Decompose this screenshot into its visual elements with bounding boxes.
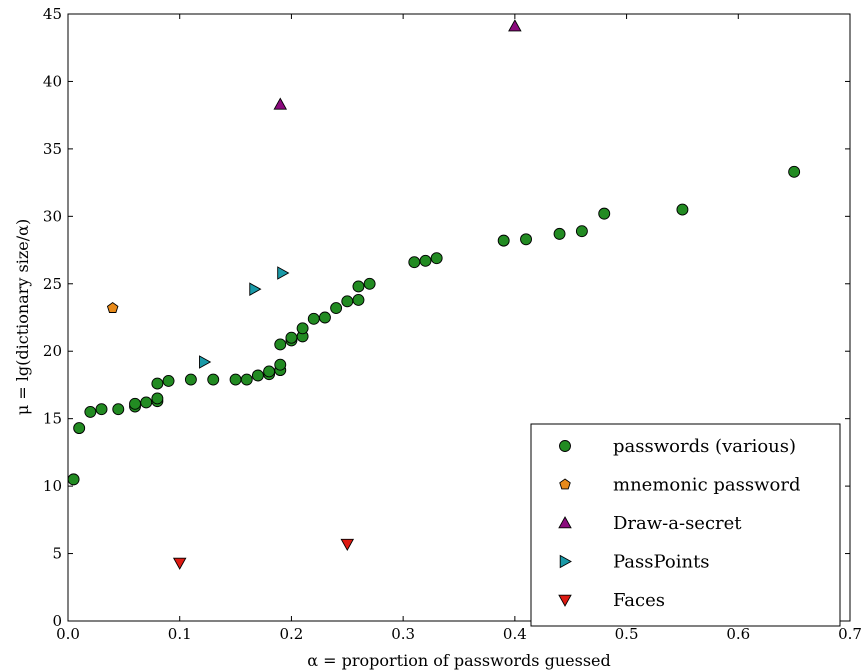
passwords-various-point bbox=[67, 473, 80, 486]
passwords-various-point bbox=[263, 365, 276, 378]
axis-ticks: 0.0 0.1 0.2 0.3 0.4 0.5 0.6 0.7 0 5 10 15 20 25 30 35 40… bbox=[43, 5, 862, 643]
passwords-various-point bbox=[95, 403, 108, 416]
legend: passwords (various) mnemonic password Draw… bbox=[530, 423, 841, 627]
passwords-various-point bbox=[184, 373, 197, 386]
passwords-various-point bbox=[788, 165, 801, 178]
passwords-various-point bbox=[162, 374, 175, 387]
y-tick-label: 15 bbox=[43, 410, 62, 428]
plot-frame bbox=[67, 13, 851, 622]
passwords-various-point bbox=[251, 369, 264, 382]
passwords-various-point bbox=[318, 311, 331, 324]
legend-marker-mnemonic-password bbox=[559, 478, 571, 490]
legend-label: PassPoints bbox=[613, 552, 710, 573]
y-tick-label: 10 bbox=[43, 477, 62, 495]
mnemonic-password-point bbox=[106, 302, 119, 313]
passwords-various-point bbox=[553, 227, 566, 240]
draw-a-secret-point bbox=[508, 19, 522, 32]
legend-label: passwords (various) bbox=[613, 436, 796, 457]
passwords-various-point bbox=[274, 358, 287, 371]
y-tick-label: 35 bbox=[43, 140, 62, 158]
passwords-various-point bbox=[129, 397, 141, 410]
passwords-various-point bbox=[363, 277, 376, 290]
passwords-various-point bbox=[352, 280, 365, 293]
passwords-various-point bbox=[497, 234, 510, 247]
passwords-various-point bbox=[575, 225, 588, 238]
passwords-various-point bbox=[676, 203, 689, 216]
y-tick-label: 0 bbox=[52, 612, 62, 630]
passwords-various-point bbox=[408, 256, 421, 269]
x-tick-label: 0.5 bbox=[615, 625, 639, 643]
y-tick-label: 25 bbox=[43, 275, 62, 293]
x-tick-label: 0.7 bbox=[838, 625, 862, 643]
x-tick-label: 0.3 bbox=[391, 625, 415, 643]
legend-marker-passpoints bbox=[559, 554, 572, 569]
passwords-various-point bbox=[151, 392, 164, 405]
y-tick-label: 40 bbox=[43, 72, 62, 90]
x-axis-label: α = proportion of passwords guessed bbox=[307, 651, 611, 670]
legend-box bbox=[530, 423, 841, 627]
passwords-various-point bbox=[73, 422, 86, 435]
passwords-various-point bbox=[307, 312, 320, 325]
x-tick-label: 0.2 bbox=[279, 625, 303, 643]
passwords-various-point bbox=[330, 302, 343, 315]
passpoints-point bbox=[277, 266, 290, 280]
draw-a-secret-point bbox=[273, 97, 288, 110]
passwords-various-point bbox=[419, 254, 432, 267]
legend-label: Draw-a-secret bbox=[613, 513, 742, 534]
passwords-various-point bbox=[352, 294, 365, 306]
y-tick-label: 5 bbox=[52, 545, 62, 563]
faces-point bbox=[340, 538, 355, 552]
legend-marker-draw-a-secret bbox=[558, 516, 572, 529]
legend-label: mnemonic password bbox=[613, 475, 800, 496]
passwords-various-point bbox=[520, 233, 532, 246]
passwords-various-point bbox=[112, 403, 125, 416]
passwords-various-point bbox=[296, 322, 309, 335]
passwords-various-point bbox=[240, 373, 253, 386]
passwords-various-point bbox=[207, 373, 220, 386]
x-tick-label: 0.1 bbox=[168, 625, 192, 643]
x-tick-label: 0.6 bbox=[726, 625, 750, 643]
x-tick-label: 0.0 bbox=[56, 625, 80, 643]
passwords-various-point bbox=[285, 331, 298, 344]
x-tick-label: 0.4 bbox=[503, 625, 527, 643]
y-tick-label: 30 bbox=[43, 207, 62, 225]
legend-marker-passwords-various bbox=[559, 440, 571, 452]
passwords-various-point bbox=[84, 405, 97, 418]
faces-point bbox=[172, 557, 187, 570]
y-tick-label: 20 bbox=[43, 342, 62, 360]
passwords-various-point bbox=[598, 207, 611, 220]
passwords-various-point bbox=[229, 373, 242, 386]
y-axis-label: μ = lg(dictionary size/α) bbox=[13, 219, 32, 415]
legend-label: Faces bbox=[613, 590, 665, 611]
passwords-various-point bbox=[274, 338, 287, 351]
passwords-various-point bbox=[140, 396, 153, 409]
passwords-various-point bbox=[430, 252, 443, 265]
passwords-various-point bbox=[151, 377, 164, 390]
passwords-various-point bbox=[341, 295, 354, 308]
y-tick-label: 45 bbox=[43, 5, 62, 23]
data-marks bbox=[67, 19, 801, 570]
legend-marker-faces bbox=[558, 594, 572, 607]
passpoints-point bbox=[249, 282, 262, 296]
passpoints-point bbox=[199, 355, 212, 369]
